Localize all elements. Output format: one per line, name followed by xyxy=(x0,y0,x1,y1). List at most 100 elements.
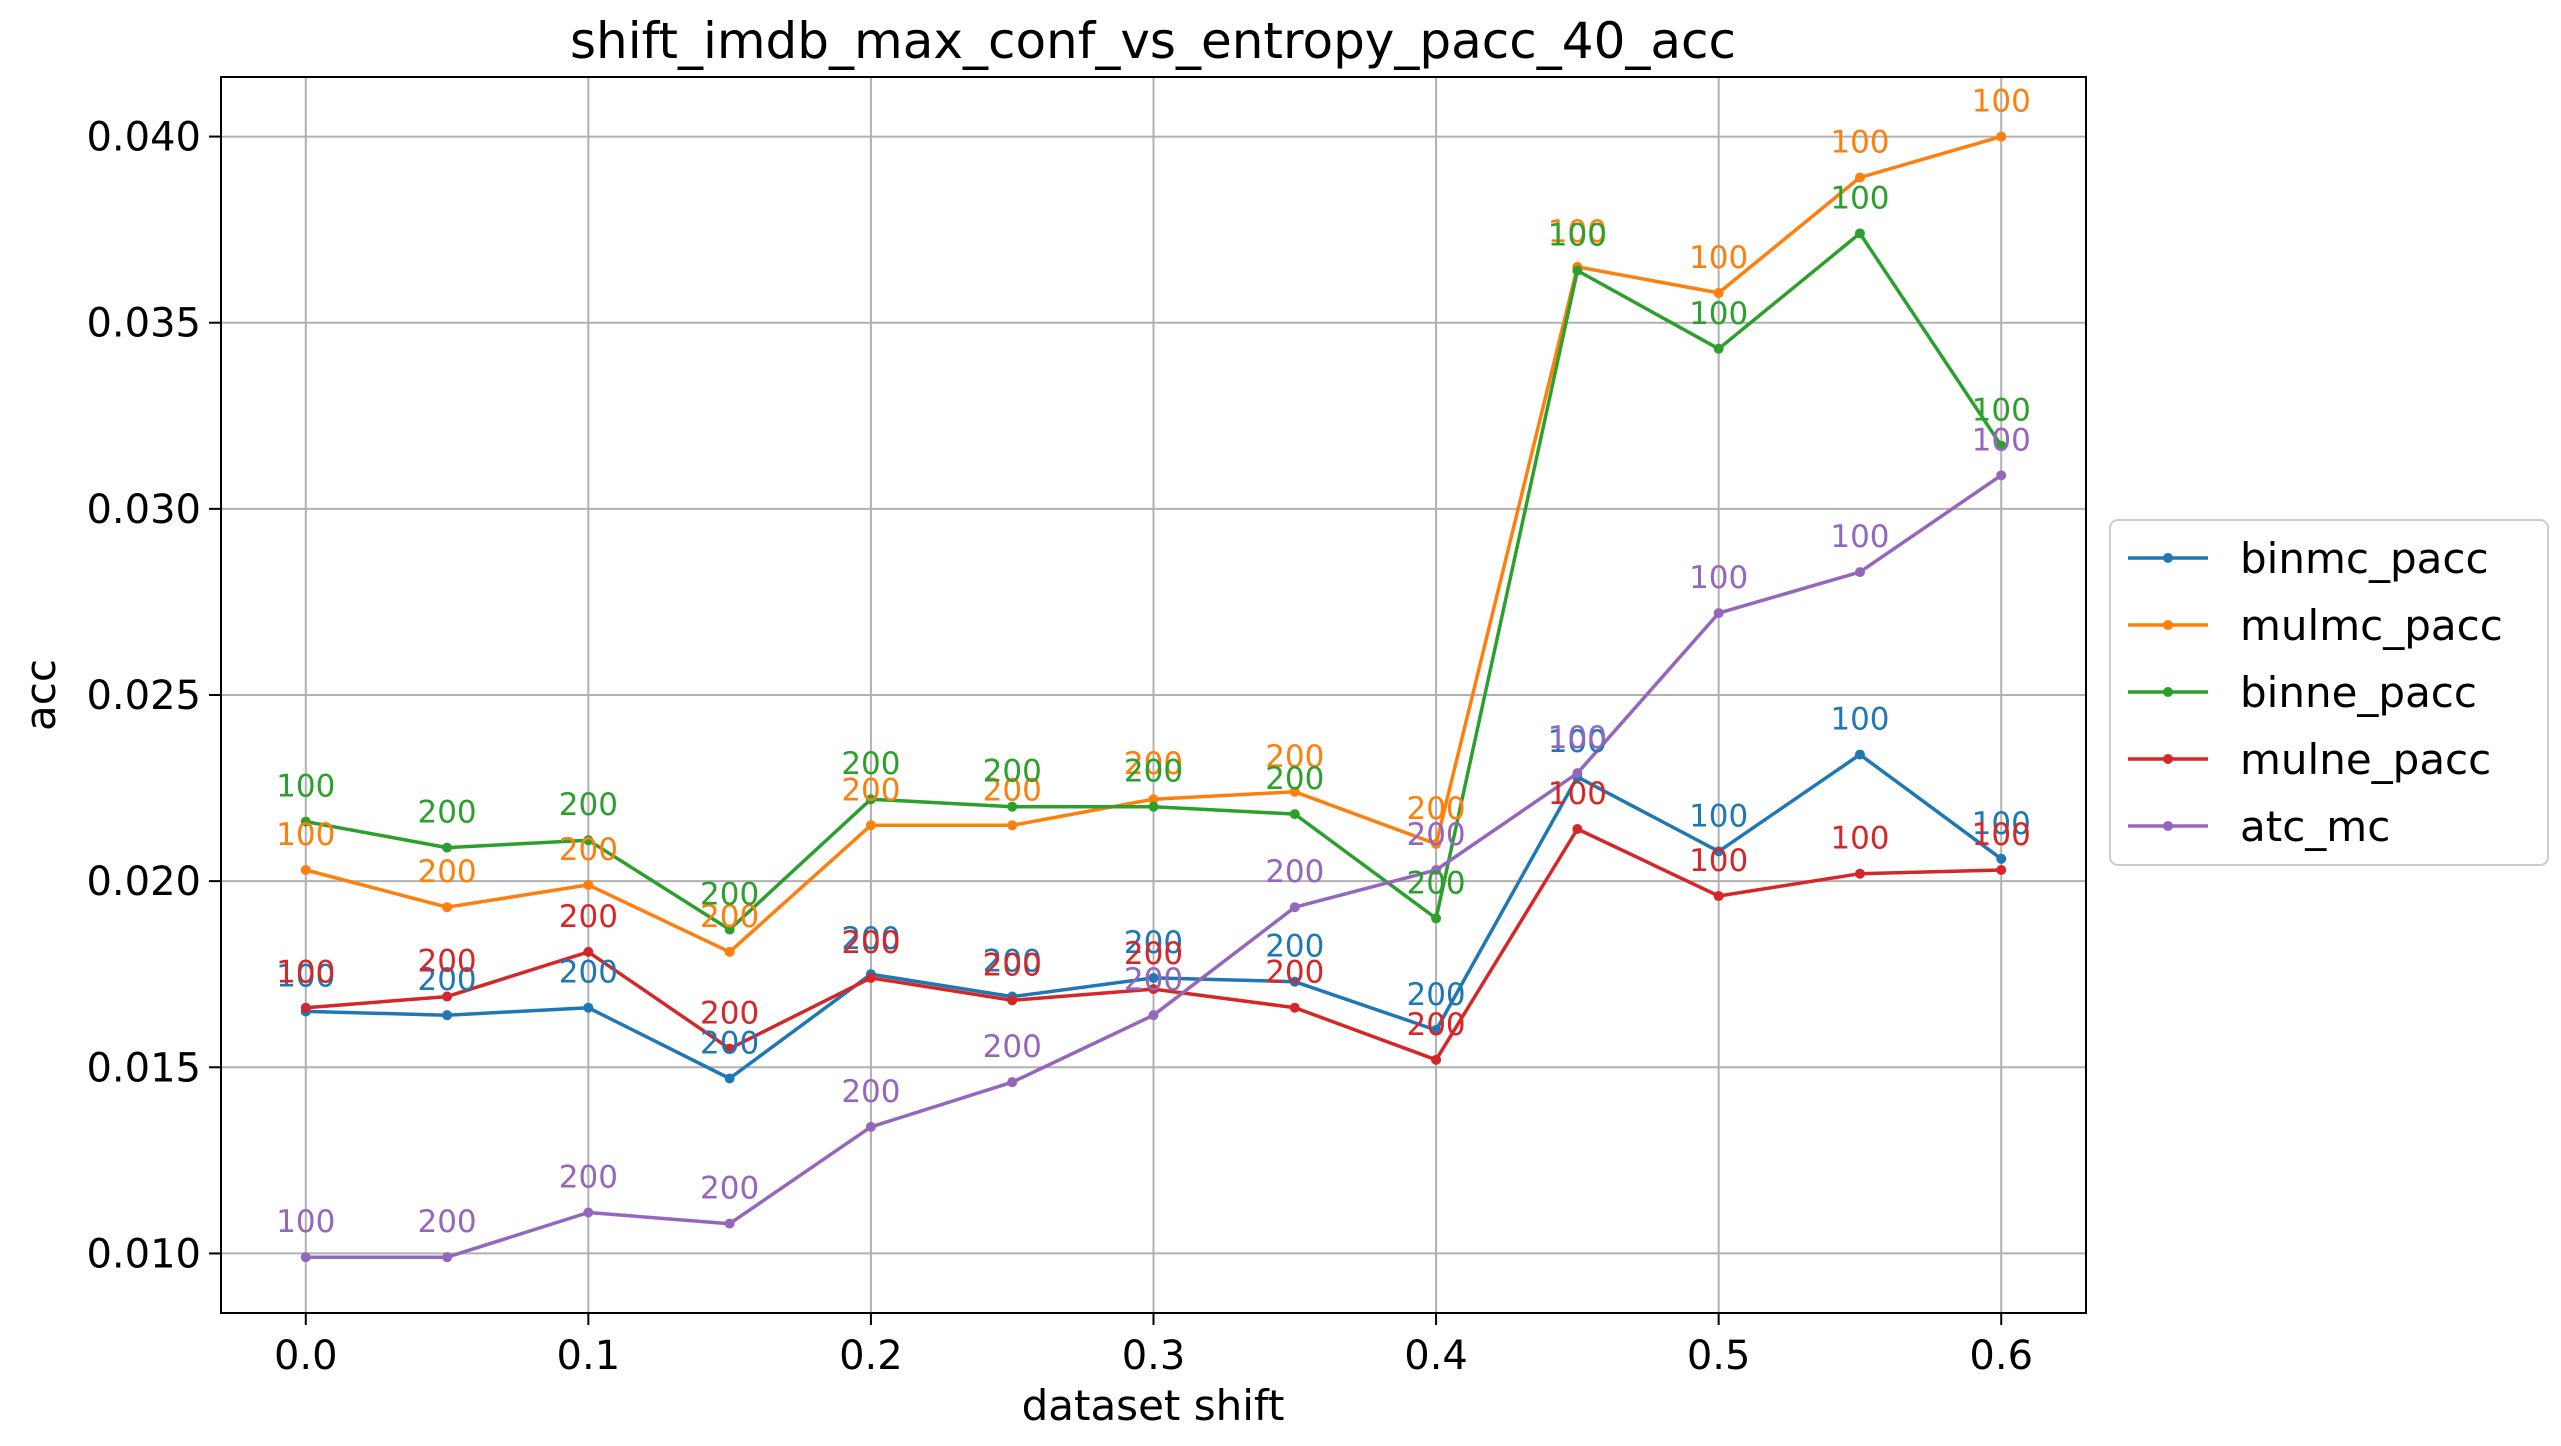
data-label-mulmc_pacc: 100 xyxy=(1689,240,1748,276)
data-point-mulmc_pacc xyxy=(442,902,453,913)
data-point-atc_mc xyxy=(1572,768,1583,779)
data-point-binmc_pacc xyxy=(1854,749,1865,760)
data-point-mulmc_pacc xyxy=(865,820,876,831)
data-point-binne_pacc xyxy=(300,816,311,827)
x-axis: 0.0 0.1 0.2 0.3 0.4 0.5 0.6 xyxy=(274,1313,2033,1379)
data-label-atc_mc: 200 xyxy=(559,1159,618,1195)
data-label-atc_mc: 200 xyxy=(1124,962,1183,998)
data-label-atc_mc: 100 xyxy=(1830,519,1889,555)
data-point-mulne_pacc xyxy=(1713,891,1724,902)
data-label-mulmc_pacc: 200 xyxy=(700,899,759,935)
data-label-mulne_pacc: 100 xyxy=(1972,817,2031,853)
data-label-binmc_pacc: 200 xyxy=(1265,929,1324,965)
data-label-mulmc_pacc: 100 xyxy=(276,817,335,853)
data-point-binmc_pacc xyxy=(1148,972,1159,983)
data-point-mulmc_pacc xyxy=(1713,287,1724,298)
data-label-mulne_pacc: 200 xyxy=(983,947,1042,983)
data-point-binmc_pacc xyxy=(1996,853,2007,864)
data-point-binne_pacc xyxy=(1007,801,1018,812)
data-point-mulne_pacc xyxy=(1572,824,1583,835)
x-tick-label: 0.5 xyxy=(1687,1333,1751,1379)
legend-marker-binmc_pacc xyxy=(2163,553,2173,563)
data-point-mulmc_pacc xyxy=(1854,172,1865,183)
data-point-atc_mc xyxy=(583,1207,594,1218)
data-point-atc_mc xyxy=(1431,864,1442,875)
data-label-atc_mc: 200 xyxy=(417,1204,476,1240)
legend: binmc_pacc mulmc_pacc binne_pacc mulne_pacc… xyxy=(2109,519,2549,866)
data-label-binne_pacc: 200 xyxy=(1124,754,1183,790)
legend-label-binmc_pacc: binmc_pacc xyxy=(2240,534,2489,583)
data-point-mulne_pacc xyxy=(724,1043,735,1054)
data-label-binmc_pacc: 100 xyxy=(1689,798,1748,834)
x-tick-label: 0.2 xyxy=(839,1333,903,1379)
data-point-mulne_pacc xyxy=(1431,1054,1442,1065)
chart-title: shift_imdb_max_conf_vs_entropy_pacc_40_a… xyxy=(570,12,1736,70)
data-label-binne_pacc: 200 xyxy=(417,795,476,831)
grid xyxy=(221,77,2086,1313)
data-point-mulmc_pacc xyxy=(1289,786,1300,797)
x-tick-label: 0.4 xyxy=(1404,1333,1468,1379)
plot-frame xyxy=(220,76,2087,1314)
data-point-mulmc_pacc xyxy=(583,879,594,890)
data-point-binne_pacc xyxy=(442,842,453,853)
data-label-mulne_pacc: 100 xyxy=(276,955,335,991)
data-label-binne_pacc: 200 xyxy=(700,877,759,913)
data-label-mulne_pacc: 200 xyxy=(1124,936,1183,972)
data-label-mulne_pacc: 200 xyxy=(700,996,759,1032)
data-label-mulmc_pacc: 100 xyxy=(1830,125,1889,161)
data-point-atc_mc xyxy=(724,1218,735,1229)
data-point-atc_mc xyxy=(1289,902,1300,913)
data-point-mulmc_pacc xyxy=(1996,131,2007,142)
data-label-binmc_pacc: 100 xyxy=(1972,806,2031,842)
data-label-binmc_pacc: 100 xyxy=(1830,702,1889,738)
data-label-mulne_pacc: 200 xyxy=(417,944,476,980)
data-point-mulmc_pacc xyxy=(300,864,311,875)
data-label-atc_mc: 100 xyxy=(276,1204,335,1240)
data-point-mulmc_pacc xyxy=(1007,820,1018,831)
x-tick-label: 0.0 xyxy=(274,1333,338,1379)
data-label-binmc_pacc: 200 xyxy=(559,955,618,991)
data-point-binne_pacc xyxy=(1996,440,2007,451)
data-point-mulne_pacc xyxy=(1007,995,1018,1006)
data-point-binne_pacc xyxy=(1854,228,1865,239)
data-label-atc_mc: 100 xyxy=(1548,720,1607,756)
y-tick-label: 0.030 xyxy=(86,487,201,533)
data-label-mulne_pacc: 200 xyxy=(1406,1007,1465,1043)
data-label-atc_mc: 200 xyxy=(983,1029,1042,1065)
data-label-mulne_pacc: 200 xyxy=(1265,955,1324,991)
data-label-binmc_pacc: 100 xyxy=(1548,724,1607,760)
data-label-binmc_pacc: 200 xyxy=(841,921,900,957)
data-point-atc_mc xyxy=(1007,1077,1018,1088)
data-label-mulmc_pacc: 200 xyxy=(1406,791,1465,827)
data-label-mulmc_pacc: 200 xyxy=(417,854,476,890)
data-point-binne_pacc xyxy=(1148,801,1159,812)
data-label-atc_mc: 200 xyxy=(700,1171,759,1207)
y-tick-label: 0.015 xyxy=(86,1045,201,1091)
data-point-binmc_pacc xyxy=(724,1073,735,1084)
data-label-binne_pacc: 200 xyxy=(841,746,900,782)
x-tick-label: 0.1 xyxy=(557,1333,621,1379)
data-point-atc_mc xyxy=(1148,1010,1159,1021)
data-point-binmc_pacc xyxy=(1713,846,1724,857)
data-label-mulmc_pacc: 100 xyxy=(1972,84,2031,120)
data-label-binmc_pacc: 200 xyxy=(417,962,476,998)
data-label-atc_mc: 200 xyxy=(1406,817,1465,853)
data-label-binne_pacc: 200 xyxy=(1406,865,1465,901)
y-tick-label: 0.025 xyxy=(86,673,201,719)
data-label-mulne_pacc: 200 xyxy=(559,899,618,935)
data-point-mulmc_pacc xyxy=(1148,794,1159,805)
data-label-binne_pacc: 100 xyxy=(1972,393,2031,429)
data-label-binne_pacc: 200 xyxy=(983,754,1042,790)
y-tick-label: 0.040 xyxy=(86,115,201,161)
data-point-binmc_pacc xyxy=(1431,1025,1442,1036)
data-label-mulmc_pacc: 100 xyxy=(1548,214,1607,250)
data-label-mulmc_pacc: 200 xyxy=(1265,739,1324,775)
data-label-mulne_pacc: 100 xyxy=(1548,776,1607,812)
legend-label-mulmc_pacc: mulmc_pacc xyxy=(2240,601,2503,650)
y-axis-label: acc xyxy=(16,659,65,731)
x-tick-label: 0.6 xyxy=(1969,1333,2033,1379)
data-point-atc_mc xyxy=(1854,567,1865,578)
data-point-binne_pacc xyxy=(1572,265,1583,276)
data-point-atc_mc xyxy=(1996,470,2007,481)
